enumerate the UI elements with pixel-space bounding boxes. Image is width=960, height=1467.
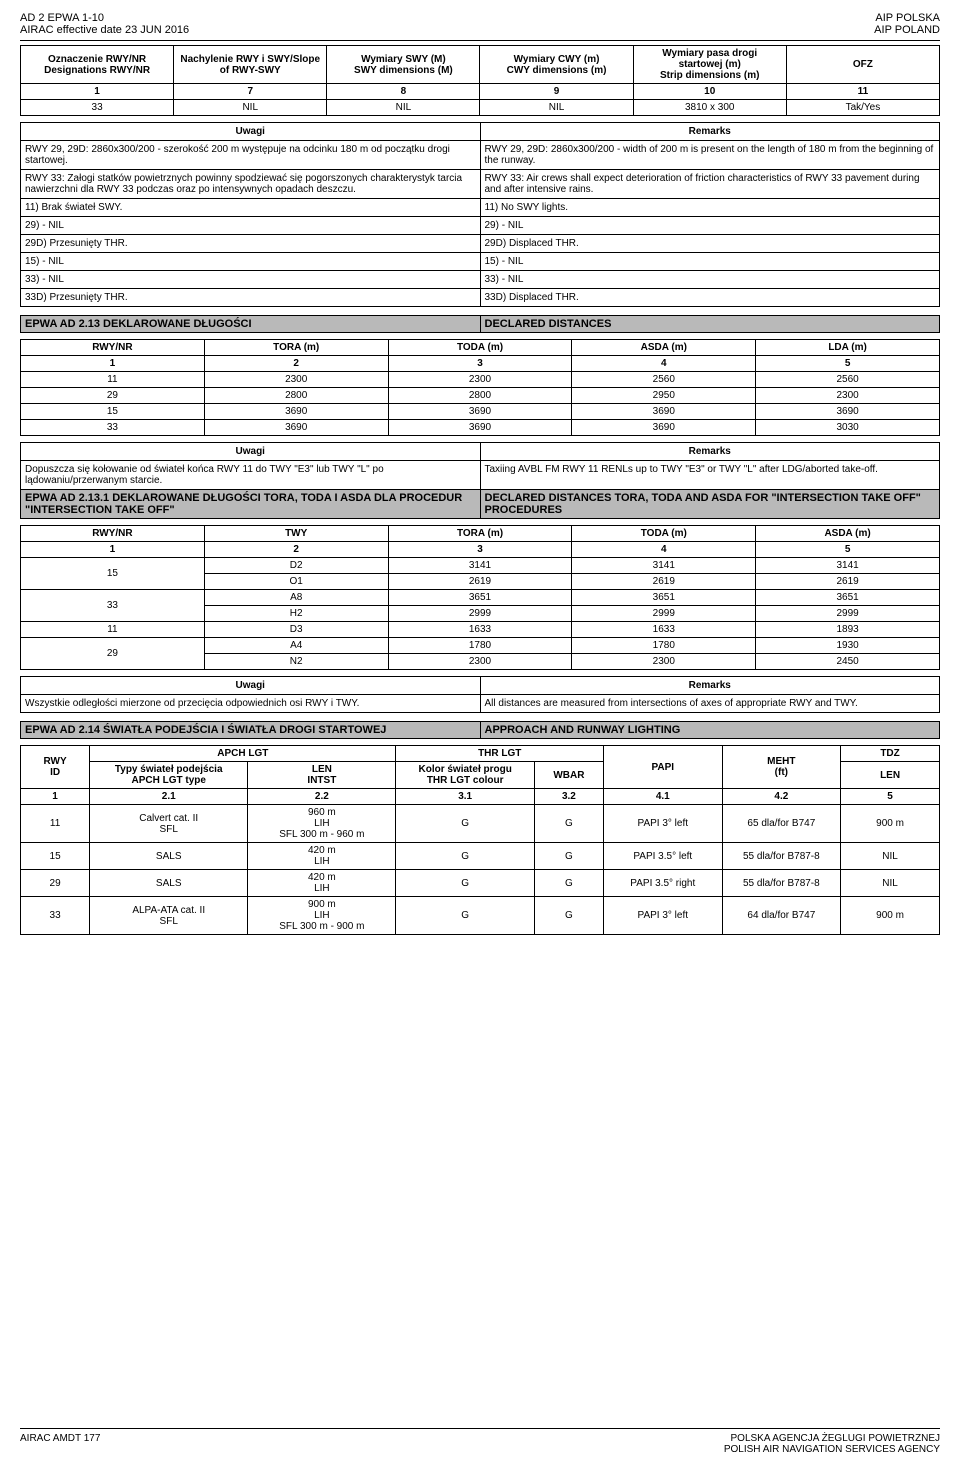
header-right2: AIP POLAND [874,24,940,36]
remarks-box-131: Uwagi Remarks Wszystkie odległości mierz… [20,676,940,713]
table-row: 29D) Przesunięty THR.29D) Displaced THR. [21,235,940,253]
header-code: AD 2 EPWA 1-10 [20,12,189,24]
footer-right-2: POLISH AIR NAVIGATION SERVICES AGENCY [724,1444,940,1455]
section-2-13-1-left: EPWA AD 2.13.1 DEKLAROWANE DŁUGOŚCI TORA… [20,490,480,519]
table-row: RWY 33: Załogi statków powietrznych powi… [21,170,940,199]
table-row: 11D3163316331893 [21,622,940,638]
table-approach-lighting: RWY ID APCH LGT THR LGT PAPI MEHT (ft) T… [20,745,940,935]
remarks-header: Remarks [480,123,940,141]
table-row: 15SALS420 m LIHGGPAPI 3.5° left55 dla/fo… [21,843,940,870]
section-2-14-left: EPWA AD 2.14 ŚWIATŁA PODEJŚCIA I ŚWIATŁA… [20,721,480,739]
table-declared-distances: RWY/NR TORA (m) TODA (m) ASDA (m) LDA (m… [20,339,940,436]
table-row: 33ALPA-ATA cat. II SFL900 m LIH SFL 300 … [21,897,940,935]
table-row: 11Calvert cat. II SFL960 m LIH SFL 300 m… [21,805,940,843]
table-row: 15) - NIL15) - NIL [21,253,940,271]
table-row: 153690369036903690 [21,404,940,420]
section-2-13-right: DECLARED DISTANCES [480,315,941,333]
table-rwy-swy: Oznaczenie RWY/NR Designations RWY/NR Na… [20,45,940,116]
section-2-13-left: EPWA AD 2.13 DEKLAROWANE DŁUGOŚCI [20,315,480,333]
table-row: 33 NIL NIL NIL 3810 x 300 Tak/Yes [21,100,940,116]
table-row: 29SALS420 m LIHGGPAPI 3.5° right55 dla/f… [21,870,940,897]
table-row: Dopuszcza się kołowanie od świateł końca… [21,461,940,490]
table-intersection-takeoff: RWY/NR TWY TORA (m) TODA (m) ASDA (m) 1 … [20,525,940,670]
section-2-13-1-right: DECLARED DISTANCES TORA, TODA AND ASDA F… [480,490,941,519]
remarks-box-1: Uwagi Remarks RWY 29, 29D: 2860x300/200 … [20,122,940,307]
section-2-14-right: APPROACH AND RUNWAY LIGHTING [480,721,941,739]
header-right1: AIP POLSKA [874,12,940,24]
footer-left: AIRAC AMDT 177 [20,1433,100,1455]
header-effective: AIRAC effective date 23 JUN 2016 [20,24,189,36]
table-row: 1 7 8 9 10 11 [21,84,940,100]
uwagi-header: Uwagi [21,123,481,141]
remarks-box-13: Uwagi Remarks Dopuszcza się kołowanie od… [20,442,940,490]
table-row: Wszystkie odległości mierzone od przecię… [21,695,940,713]
table-row: 292800280029502300 [21,388,940,404]
footer-right-1: POLSKA AGENCJA ŻEGLUGI POWIETRZNEJ [724,1433,940,1444]
table-row: Oznaczenie RWY/NR Designations RWY/NR Na… [21,46,940,84]
table-row: 15D2314131413141 [21,558,940,574]
table-row: 29A4178017801930 [21,638,940,654]
table-row: 33D) Przesunięty THR.33D) Displaced THR. [21,289,940,307]
table-row: RWY 29, 29D: 2860x300/200 - szerokość 20… [21,141,940,170]
hr [20,40,940,41]
page-footer: AIRAC AMDT 177 POLSKA AGENCJA ŻEGLUGI PO… [20,1428,940,1455]
table-row: 33) - NIL33) - NIL [21,271,940,289]
page-header: AD 2 EPWA 1-10 AIRAC effective date 23 J… [20,12,940,36]
table-row: 33A8365136513651 [21,590,940,606]
table-row: 11) Brak świateł SWY.11) No SWY lights. [21,199,940,217]
table-row: 333690369036903030 [21,420,940,436]
table-row: 112300230025602560 [21,372,940,388]
table-row: 29) - NIL29) - NIL [21,217,940,235]
